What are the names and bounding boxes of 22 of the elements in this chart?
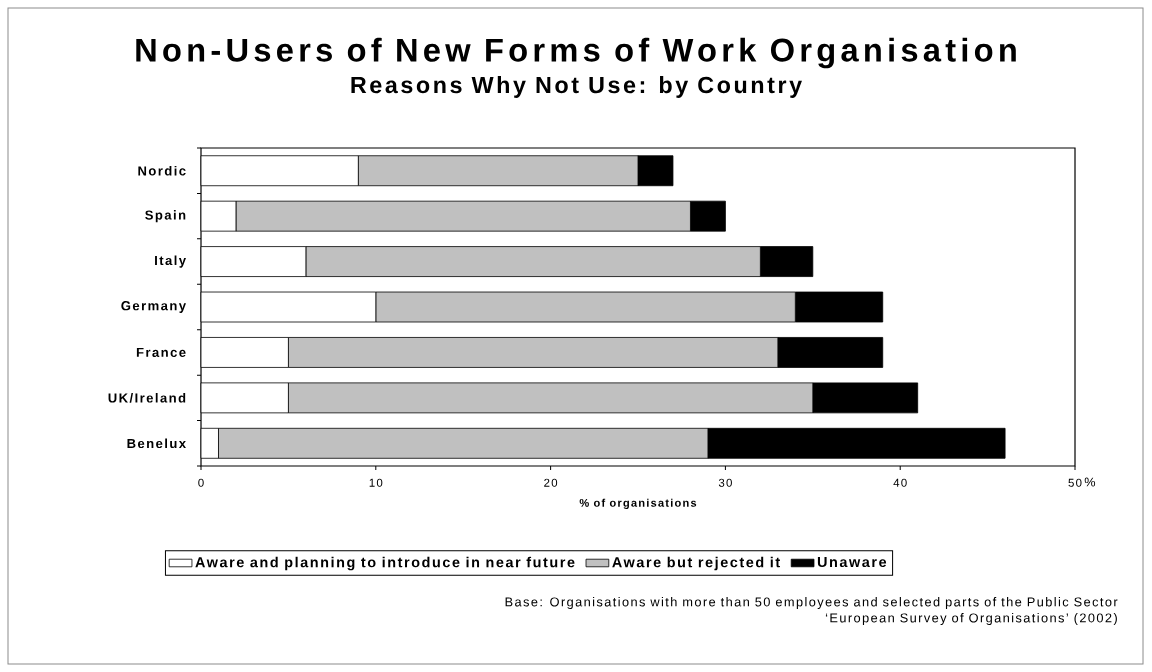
legend-label: Unaware [817, 557, 887, 568]
y-tick-label: Germany [121, 301, 186, 313]
text: Base: Organisations with more than 50 employees and selected parts of the Public Sector [505, 597, 1118, 609]
chart-subtitle: Reasons Why Not Use: by Country [351, 76, 802, 98]
x-tick-label: 10 [369, 478, 383, 487]
y-tick-label: Italy [155, 255, 186, 268]
y-tick-label: Benelux [127, 438, 186, 449]
y-tick-label: UK/Ireland [108, 393, 186, 403]
y-tick-label: France [136, 347, 186, 357]
legend-label: Aware but rejected it [612, 556, 780, 571]
x-tick-label: 50 [1068, 478, 1082, 487]
chart-title: Non-Users of New Forms of Work Organisation [136, 37, 1016, 69]
x-axis-title: % of organisations [579, 498, 697, 510]
text: % [1084, 477, 1096, 487]
x-tick-label: 30 [718, 478, 732, 487]
y-tick-label: Spain [145, 210, 186, 223]
x-tick-label: 0 [198, 478, 204, 487]
legend-label: Aware and planning to introduce in near future [195, 556, 575, 571]
y-tick-label: Nordic [138, 165, 186, 176]
text: ‘European Survey of Organisations’ (2002) [825, 613, 1117, 625]
x-tick-label: 20 [544, 478, 558, 487]
x-tick-label: 40 [893, 478, 907, 487]
